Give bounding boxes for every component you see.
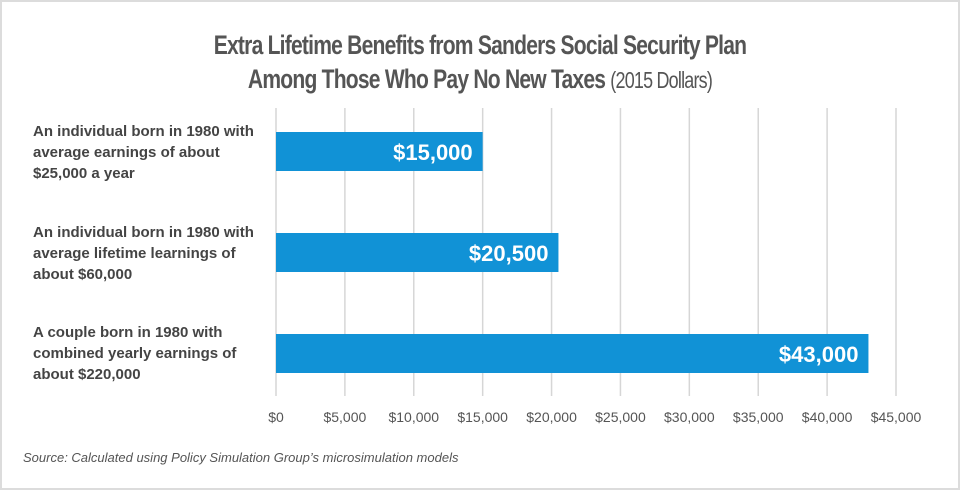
data-label-0: $15,000	[393, 140, 473, 165]
category-label-0: An individual born in 1980 with average …	[33, 123, 254, 182]
data-label-2: $43,000	[779, 342, 859, 367]
chart-subtitle: (2015 Dollars)	[610, 67, 713, 93]
data-label-1: $20,500	[469, 241, 549, 266]
x-tick-label-7: $35,000	[733, 409, 784, 425]
x-tick-label-6: $30,000	[664, 409, 715, 425]
bar-0	[276, 132, 483, 171]
category-label-1: An individual born in 1980 with average …	[33, 224, 254, 283]
x-tick-label-0: $0	[268, 409, 284, 425]
x-tick-label-2: $10,000	[388, 409, 439, 425]
category-label-2: A couple born in 1980 with combined year…	[33, 324, 237, 383]
bar-1	[276, 233, 559, 272]
x-tick-label-5: $25,000	[595, 409, 646, 425]
source-note: Source: Calculated using Policy Simulati…	[23, 450, 459, 465]
x-tick-label-9: $45,000	[871, 409, 922, 425]
chart-title-line1: Extra Lifetime Benefits from Sanders Soc…	[213, 30, 747, 60]
x-tick-label-1: $5,000	[323, 409, 366, 425]
chart-title-line2-text: Among Those Who Pay No New Taxes	[247, 64, 606, 94]
chart-title-line2: Among Those Who Pay No New Taxes (2015 D…	[107, 64, 853, 95]
bar-2	[276, 334, 869, 373]
x-tick-label-3: $15,000	[457, 409, 508, 425]
x-tick-label-8: $40,000	[802, 409, 853, 425]
x-tick-label-4: $20,000	[526, 409, 577, 425]
